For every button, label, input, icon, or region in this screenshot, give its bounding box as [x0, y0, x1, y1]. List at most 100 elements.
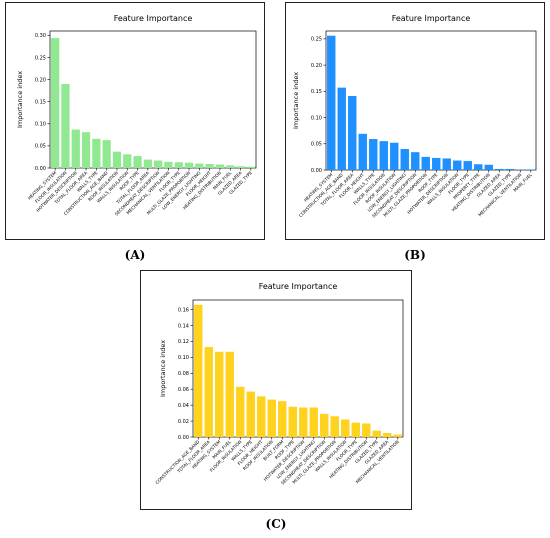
bar-chart-b: Feature Importance Importance index 0.00 0.… — [292, 14, 537, 219]
bar-a-15 — [195, 163, 204, 168]
bar-c-17 — [362, 423, 371, 437]
y-tick-label-c: 0.10 — [178, 355, 189, 361]
bar-b-8 — [400, 149, 409, 170]
y-tick-label-a: 0.30 — [35, 33, 46, 39]
bar-c-18 — [372, 430, 381, 437]
bar-a-3 — [71, 129, 80, 168]
bar-a-9 — [133, 156, 142, 168]
bar-b-18 — [505, 168, 514, 170]
y-tick-label-b: 0.15 — [311, 89, 322, 95]
bar-a-2 — [61, 84, 70, 168]
bar-c-14 — [330, 416, 339, 437]
y-tick-label-a: 0.00 — [35, 166, 46, 172]
y-axis-label-c: Importance index — [159, 340, 167, 397]
y-axis-label-a: Importance index — [16, 71, 24, 128]
y-tick-label-b: 0.20 — [311, 63, 322, 69]
bar-a-12 — [164, 161, 173, 168]
bar-c-8 — [267, 399, 276, 437]
y-tick-label-c: 0.14 — [178, 323, 189, 329]
bar-b-1 — [327, 35, 336, 170]
y-tick-label-c: 0.06 — [178, 387, 189, 393]
bar-a-14 — [184, 162, 194, 168]
y-tick-label-b: 0.10 — [311, 115, 322, 121]
bar-b-11 — [432, 157, 441, 170]
bar-b-19 — [516, 169, 525, 170]
plot-frame-b — [325, 30, 537, 171]
y-tick-label-b: 0.00 — [311, 168, 322, 174]
bar-b-10 — [421, 156, 430, 170]
bar-a-7 — [112, 151, 122, 168]
bar-b-16 — [484, 164, 493, 170]
bar-a-11 — [154, 160, 163, 168]
bar-a-18 — [226, 165, 235, 168]
bar-a-17 — [215, 164, 225, 168]
bar-a-8 — [123, 154, 132, 168]
y-tick-label-c: 0.00 — [178, 435, 189, 441]
bar-b-2 — [337, 87, 346, 170]
bar-a-10 — [143, 159, 152, 168]
bar-c-16 — [351, 422, 360, 437]
y-tick-label-a: 0.25 — [35, 55, 46, 61]
bar-c-1 — [194, 304, 203, 437]
y-tick-label-c: 0.04 — [178, 403, 189, 409]
bar-c-3 — [215, 351, 224, 437]
bar-a-16 — [205, 164, 214, 168]
bar-a-6 — [102, 140, 111, 168]
plot-frame-c — [192, 299, 404, 438]
bar-c-2 — [204, 346, 213, 437]
bar-chart-a: Feature Importance Importance index 0.00 0.… — [16, 14, 257, 217]
y-tick-label-b: 0.25 — [311, 37, 322, 43]
y-tick-label-b: 0.05 — [311, 142, 322, 148]
bar-a-13 — [174, 162, 183, 168]
y-tick-label-c: 0.02 — [178, 419, 189, 425]
bar-c-13 — [320, 413, 329, 437]
bar-c-19 — [383, 433, 392, 437]
bar-c-4 — [225, 351, 234, 437]
bar-b-4 — [358, 133, 367, 170]
bar-b-20 — [526, 169, 535, 170]
caption-c: (C) — [265, 517, 287, 531]
caption-b: (B) — [404, 248, 426, 262]
y-tick-label-a: 0.10 — [35, 122, 46, 128]
bar-b-15 — [474, 164, 483, 170]
chart-panel-b: Feature Importance Importance index 0.00 0.… — [285, 2, 545, 240]
bar-chart-c: Feature Importance Importance index 0.00 0.… — [154, 282, 404, 486]
bar-c-15 — [341, 419, 350, 437]
bar-b-3 — [348, 96, 357, 170]
bar-c-20 — [393, 434, 402, 437]
chart-title-b: Feature Importance — [392, 14, 471, 23]
bar-c-9 — [278, 401, 287, 437]
y-tick-label-a: 0.05 — [35, 144, 46, 150]
bar-b-7 — [390, 142, 399, 170]
y-tick-label-c: 0.08 — [178, 371, 189, 377]
bar-a-20 — [246, 166, 255, 168]
bar-c-12 — [309, 407, 318, 437]
bar-b-17 — [495, 168, 504, 170]
bar-c-5 — [236, 386, 245, 437]
x-tick-label-b: CONSTRUCTION_AGE_BAND — [298, 172, 345, 219]
bar-b-14 — [463, 161, 472, 170]
bar-b-6 — [379, 141, 388, 170]
plot-frame-a — [49, 30, 257, 169]
bar-b-13 — [453, 160, 462, 170]
caption-a: (A) — [124, 248, 146, 262]
bar-a-19 — [236, 166, 245, 168]
bar-c-6 — [246, 391, 255, 437]
chart-title-c: Feature Importance — [259, 282, 338, 291]
bar-c-11 — [299, 407, 308, 437]
bar-b-5 — [369, 139, 378, 170]
bar-a-1 — [51, 38, 60, 168]
y-tick-label-c: 0.12 — [178, 339, 189, 345]
bar-a-5 — [92, 138, 101, 168]
y-tick-label-c: 0.16 — [178, 307, 189, 313]
bar-b-12 — [442, 158, 451, 170]
chart-panel-c: Feature Importance Importance index 0.00 0.… — [140, 270, 412, 510]
y-tick-label-a: 0.15 — [35, 100, 46, 106]
bar-c-7 — [257, 396, 266, 437]
chart-title-a: Feature Importance — [114, 14, 193, 23]
x-tick-label-c: CONSTRUCTION_AGE_BAND — [154, 439, 201, 486]
bar-b-9 — [411, 152, 420, 170]
y-axis-label-b: Importance index — [292, 72, 300, 129]
bar-a-4 — [81, 132, 91, 168]
chart-panel-a: Feature Importance Importance index 0.00 0.… — [5, 2, 265, 240]
